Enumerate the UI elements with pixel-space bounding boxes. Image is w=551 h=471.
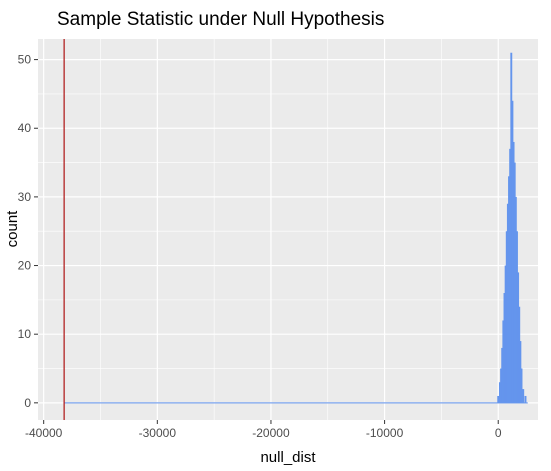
y-axis-title: count [4,210,21,248]
y-tick-label: 20 [18,259,32,273]
y-tick-label: 40 [18,121,32,135]
x-tick-label: -40000 [25,426,63,440]
y-tick-label: 10 [18,327,32,341]
x-axis-title: null_dist [260,449,316,466]
y-tick-label: 0 [24,396,31,410]
y-tick-label: 30 [18,190,32,204]
x-tick-label: -20000 [252,426,290,440]
y-tick-label: 50 [18,53,32,67]
x-tick-label: -30000 [139,426,177,440]
histogram-bar [525,396,527,403]
histogram-bar [521,369,523,403]
chart-title: Sample Statistic under Null Hypothesis [57,9,384,30]
histogram-bar [522,389,524,403]
x-tick-label: 0 [495,426,502,440]
x-tick-label: -10000 [366,426,404,440]
plot-panel [38,39,538,420]
histogram-bar [497,396,499,403]
